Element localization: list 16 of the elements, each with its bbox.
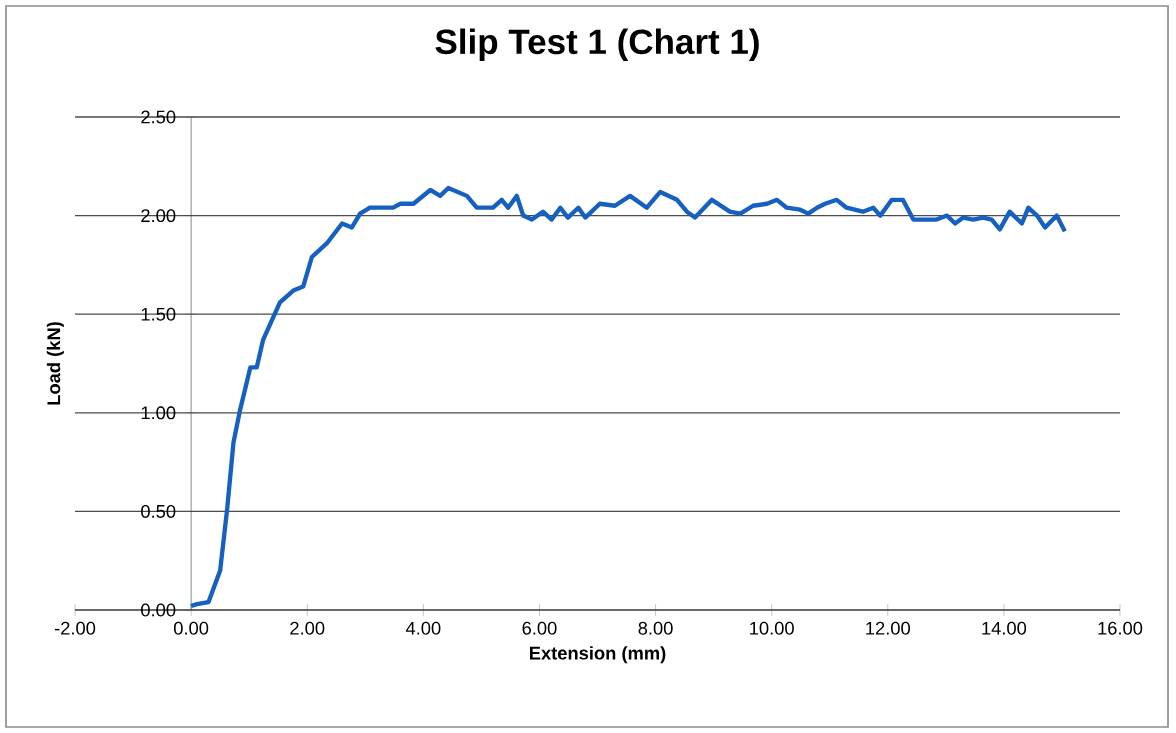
x-tick-label: 10.00 bbox=[750, 621, 794, 635]
x-tick-label: 6.00 bbox=[522, 621, 557, 635]
x-axis-title: Extension (mm) bbox=[529, 646, 666, 664]
y-tick-label: 1.50 bbox=[141, 307, 176, 321]
y-tick-label: 1.00 bbox=[141, 406, 176, 420]
y-axis-title: Load (kN) bbox=[46, 322, 64, 405]
x-tick-label: 0.00 bbox=[173, 621, 209, 635]
x-tick-label: -2.00 bbox=[54, 621, 96, 635]
x-tick-label: 4.00 bbox=[405, 621, 441, 635]
x-tick-label: 12.00 bbox=[866, 621, 910, 635]
x-tick-label: 14.00 bbox=[982, 621, 1027, 635]
x-tick-label: 2.00 bbox=[290, 621, 325, 635]
chart-title: Slip Test 1 (Chart 1) bbox=[435, 28, 759, 62]
y-tick-label: 2.50 bbox=[141, 110, 176, 124]
x-tick-label: 16.00 bbox=[1098, 621, 1143, 635]
x-tick-label: 8.00 bbox=[638, 621, 673, 635]
